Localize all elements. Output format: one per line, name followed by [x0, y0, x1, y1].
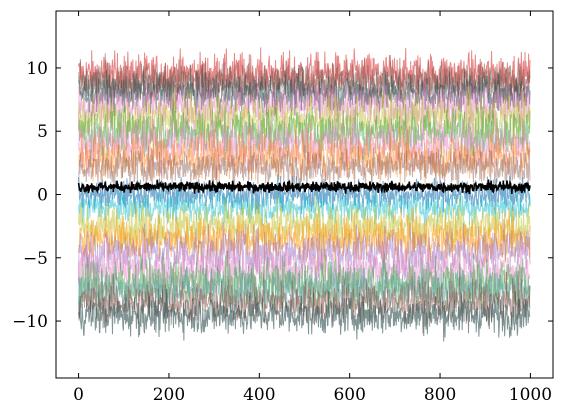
x-tick-label: 1000	[509, 385, 552, 405]
x-tick-label: 400	[243, 385, 275, 405]
tick-layer: 0 200 400 600 800 1000 −10 −5 0 5 10	[12, 11, 553, 405]
y-tick-label: 0	[37, 186, 48, 206]
series-layer	[77, 47, 531, 342]
series-line-7	[78, 107, 531, 179]
x-tick-label: 600	[333, 385, 365, 405]
series-line-8	[78, 123, 531, 191]
series-line-19	[78, 288, 531, 342]
series-line-18	[78, 270, 531, 334]
series-line-13	[78, 207, 531, 271]
series-line-3	[78, 64, 531, 123]
y-tick-label: −10	[12, 312, 48, 332]
x-tick-label: 800	[424, 385, 456, 405]
y-tick-label: −5	[23, 249, 48, 269]
series-line-11	[78, 186, 531, 227]
series-line-20	[77, 179, 531, 195]
y-tick-label: 5	[37, 122, 48, 142]
series-line-4	[78, 75, 531, 137]
series-line-14	[78, 218, 531, 285]
series-line-6	[78, 101, 531, 162]
series-line-15	[78, 237, 531, 303]
y-tick-label: 10	[26, 59, 48, 79]
series-line-9	[78, 142, 531, 192]
x-tick-label: 200	[153, 385, 185, 405]
x-tick-label: 0	[73, 385, 84, 405]
series-line-5	[78, 85, 531, 151]
